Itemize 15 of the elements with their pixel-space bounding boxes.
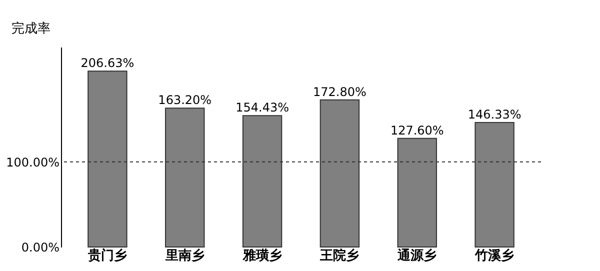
data-label: 172.80% [313, 84, 366, 99]
data-label: 154.43% [236, 100, 289, 115]
x-tick-label: 雅璜乡 [242, 248, 282, 264]
x-tick-label: 里南乡 [164, 248, 204, 264]
y-tick-label: 100.00% [6, 155, 60, 170]
data-label: 127.60% [390, 123, 444, 138]
x-tick-label: 竹溪乡 [474, 248, 514, 264]
data-label: 163.20% [158, 93, 212, 108]
data-label: 146.33% [468, 107, 522, 122]
x-tick-label: 通源乡 [396, 248, 437, 264]
x-tick-label: 贵门乡 [86, 248, 127, 264]
x-tick-label: 王院乡 [319, 248, 360, 264]
data-label: 206.63% [80, 56, 134, 70]
y-tick-label: 0.00% [21, 240, 60, 254]
y-axis-title: 完成率 [12, 20, 50, 36]
